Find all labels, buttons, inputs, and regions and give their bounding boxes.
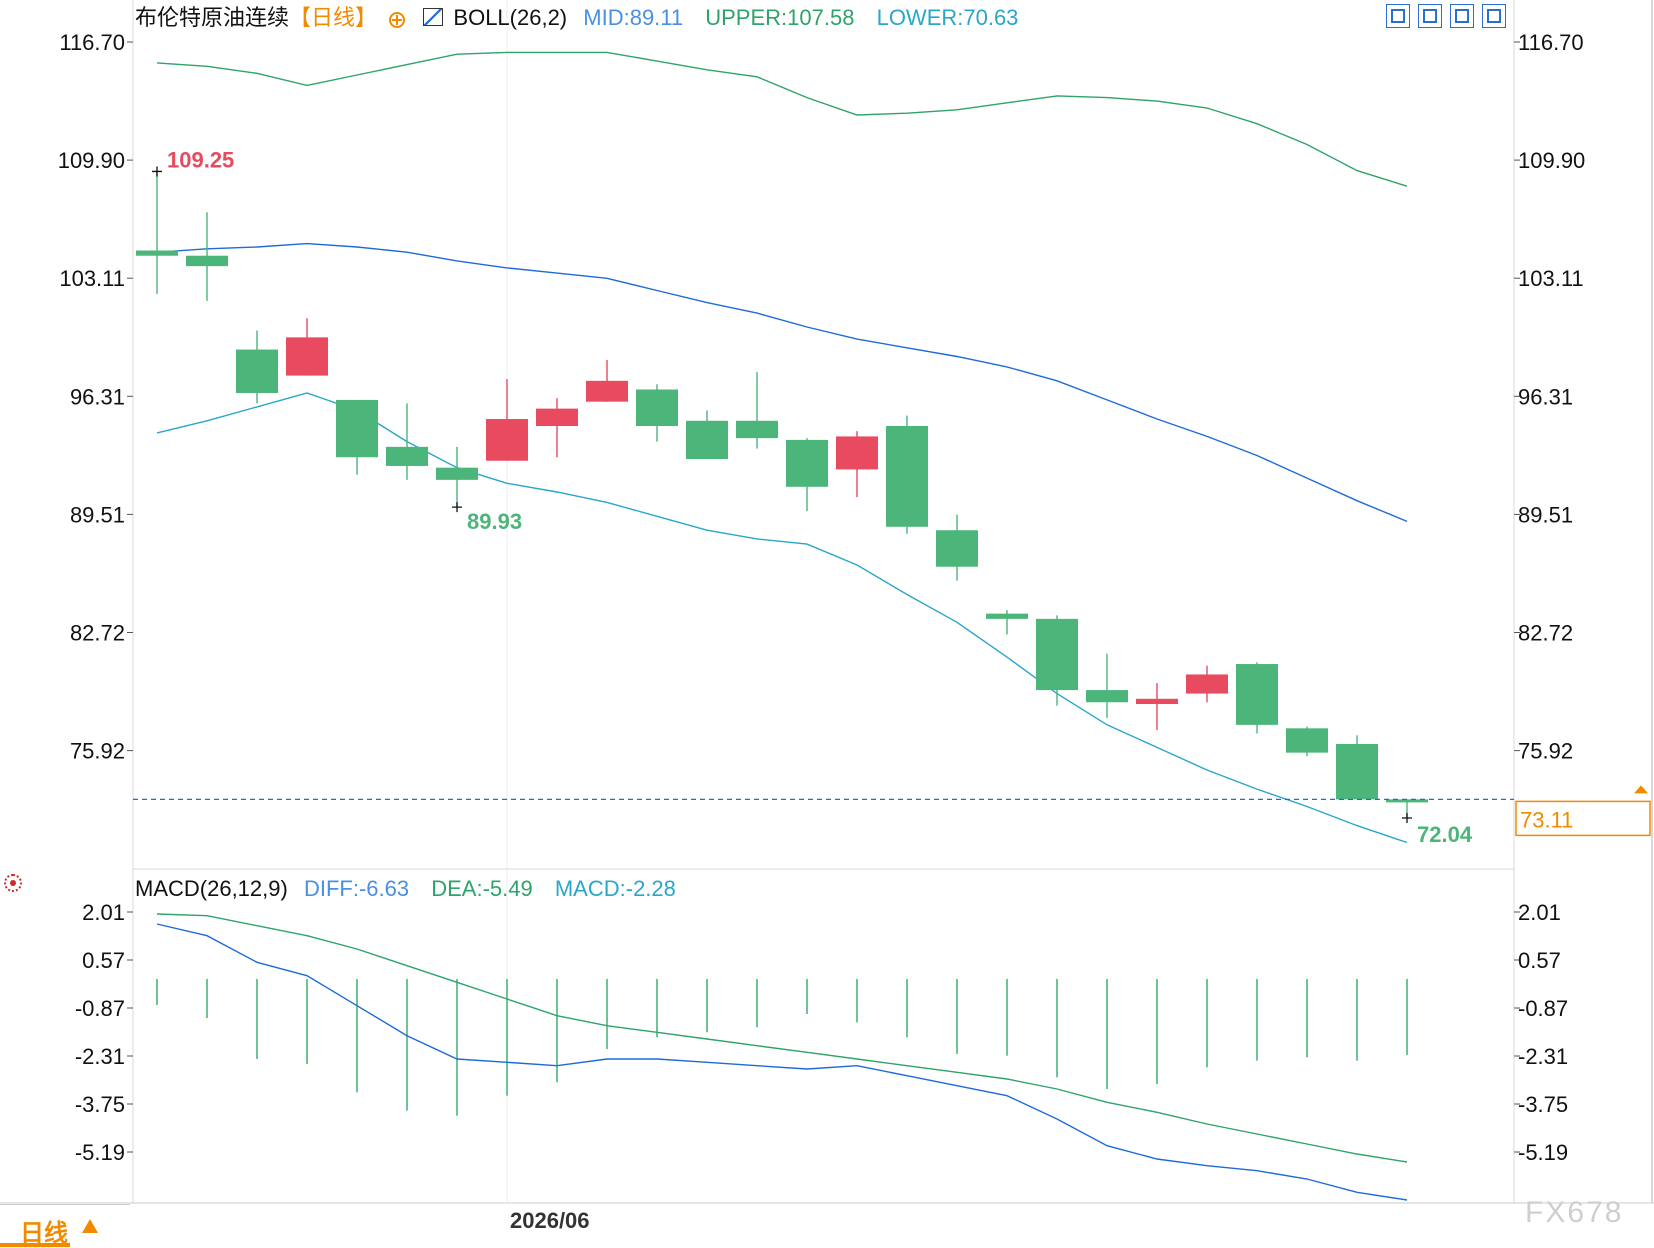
add-indicator-icon[interactable] (389, 12, 406, 28)
boll-upper-line (156, 51, 1408, 187)
boll-lower-value: LOWER:70.63 (876, 5, 1019, 30)
y-tick-label-left: 103.11 (59, 266, 125, 291)
next-icon[interactable] (1482, 4, 1506, 28)
candle-body (1336, 743, 1378, 800)
candle-body (536, 408, 578, 426)
candle-body (1286, 728, 1328, 753)
macd-tick-label-left: 0.57 (82, 948, 125, 973)
candle-body (236, 349, 278, 393)
macd-tick-label-right: -5.19 (1518, 1140, 1568, 1165)
last-price-label: 73.11 (1520, 807, 1573, 832)
candle-body (836, 436, 878, 470)
high-marker-icon (152, 166, 162, 177)
low-annotation: 89.93 (467, 509, 522, 534)
candle-body (636, 389, 678, 426)
y-tick-label-right: 103.11 (1518, 266, 1584, 291)
candle-body (436, 467, 478, 480)
candle-body (686, 420, 728, 460)
instrument-name: 布伦特原油连续 (135, 5, 290, 30)
boll-label: BOLL(26,2) (453, 5, 568, 30)
macd-macd-value: MACD:-2.28 (554, 876, 676, 901)
macd-tick-label-right: 0.57 (1518, 948, 1561, 973)
candle-body (936, 530, 978, 567)
candle-body (1136, 698, 1178, 704)
macd-tick-label-right: -0.87 (1518, 996, 1568, 1021)
date-label: 2026/06 (510, 1208, 590, 1233)
last-price-marker-icon (1634, 785, 1648, 794)
period-tab-label: 日线 (20, 1220, 68, 1247)
candle-body (136, 250, 178, 256)
candle-body (286, 337, 328, 376)
chart-header: 布伦特原油连续【日线】 BOLL(26,2) MID:89.11 UPPER:1… (135, 6, 1018, 30)
caret-up-icon (82, 1219, 98, 1233)
candle-body (1186, 674, 1228, 694)
candle-body (1086, 690, 1128, 703)
candle-body (186, 255, 228, 267)
boll-lower-line (156, 392, 1408, 844)
candle-body (486, 419, 528, 461)
macd-header: MACD(26,12,9) DIFF:-6.63 DEA:-5.49 MACD:… (135, 877, 676, 901)
macd-tick-label-right: -2.31 (1518, 1044, 1568, 1069)
prev-icon[interactable] (1450, 4, 1474, 28)
y-tick-label-left: 116.70 (59, 30, 125, 55)
macd-tick-label-left: -2.31 (75, 1044, 125, 1069)
macd-dea-value: DEA:-5.49 (431, 876, 533, 901)
y-tick-label-right: 109.90 (1518, 148, 1585, 173)
high-annotation: 109.25 (167, 147, 234, 172)
candle-body (736, 420, 778, 439)
y-tick-label-left: 96.31 (70, 384, 125, 409)
y-tick-label-right: 89.51 (1518, 502, 1573, 527)
macd-tick-label-right: 2.01 (1518, 900, 1561, 925)
crosshair-icon[interactable] (1386, 4, 1410, 28)
low-marker-icon (452, 502, 462, 513)
boll-upper-value: UPPER:107.58 (705, 5, 855, 30)
settings-icon[interactable] (4, 874, 22, 892)
boll-mid-value: MID:89.11 (583, 5, 684, 30)
candle-body (986, 613, 1028, 619)
y-tick-label-right: 116.70 (1518, 30, 1584, 55)
macd-tick-label-left: -5.19 (75, 1140, 125, 1165)
candle-body (336, 399, 378, 458)
boll-mid-line (156, 242, 1408, 523)
candle-body (586, 380, 628, 402)
low-marker-icon (1402, 812, 1412, 823)
y-tick-label-left: 82.72 (70, 621, 125, 646)
macd-tick-label-left: 2.01 (82, 900, 125, 925)
macd-tick-label-left: -3.75 (75, 1092, 125, 1117)
period-tag[interactable]: 【日线】 (289, 5, 378, 30)
candle-body (886, 425, 928, 527)
y-tick-label-right: 75.92 (1518, 739, 1573, 764)
candle-body (786, 439, 828, 487)
low-annotation: 72.04 (1417, 822, 1473, 847)
candle-body (386, 446, 428, 466)
y-tick-label-right: 82.72 (1518, 621, 1573, 646)
y-tick-label-left: 75.92 (70, 739, 125, 764)
y-tick-label-left: 89.51 (70, 502, 125, 527)
y-tick-label-left: 109.90 (58, 148, 125, 173)
macd-dea-line (156, 913, 1408, 1163)
period-tab[interactable]: 日线 (0, 1204, 130, 1247)
candle-body (1386, 799, 1428, 803)
last-price-box (1515, 800, 1651, 837)
zoom-out-icon[interactable] (1418, 4, 1442, 28)
candle-body (1036, 618, 1078, 691)
macd-tick-label-right: -3.75 (1518, 1092, 1568, 1117)
candle-body (1236, 664, 1278, 725)
macd-tick-label-left: -0.87 (75, 996, 125, 1021)
watermark: FX678 (1525, 1196, 1624, 1229)
indicator-chart-icon[interactable] (423, 8, 444, 26)
macd-label: MACD(26,12,9) (135, 876, 288, 901)
macd-diff-value: DIFF:-6.63 (303, 876, 410, 901)
macd-diff-line (156, 923, 1408, 1201)
y-tick-label-right: 96.31 (1518, 384, 1573, 409)
